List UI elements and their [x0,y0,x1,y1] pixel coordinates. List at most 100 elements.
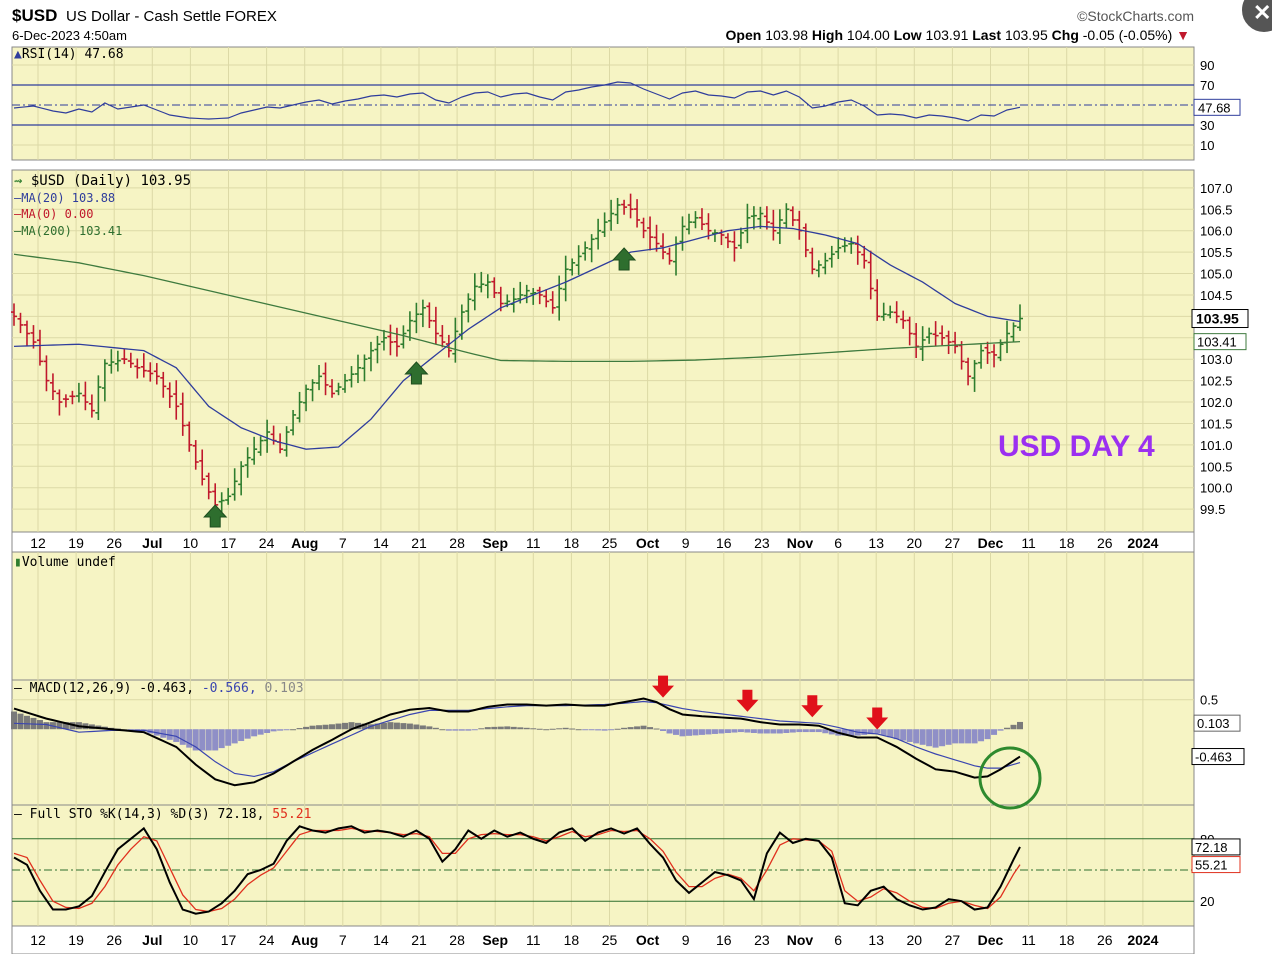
x-tick-label: 25 [602,932,618,948]
price-tick-label: 105.5 [1200,245,1233,260]
macd-histogram-bar [621,727,628,730]
macd-histogram-bar [543,729,550,731]
price-bar [439,325,446,348]
x-tick-label: Jul [142,535,162,551]
x-tick-label: 12 [30,932,46,948]
volume-label-text: Volume undef [21,555,116,570]
macd-histogram-bar [536,728,543,730]
x-tick-label: 9 [682,535,690,551]
macd-histogram-bar [634,726,641,730]
up-arrow-icon [203,504,228,528]
macd-histogram-bar [549,728,556,730]
price-bar [95,375,102,421]
x-tick-label: 13 [868,932,884,948]
price-bar [906,316,913,346]
macd-value-tag [1191,748,1245,766]
macd-histogram-bar [283,729,290,731]
sto-tick-label: 20 [1200,894,1214,909]
macd-histogram-bar [861,729,868,735]
price-bar [354,354,361,384]
rsi-value-tag-text: 47.68 [1198,100,1231,115]
x-tick-label: 17 [221,932,237,948]
last-value: 103.95 [1004,27,1048,43]
x-tick-label: Dec [978,932,1004,948]
price-bar [225,487,232,505]
price-bar [744,203,751,244]
price-bar [815,260,822,278]
price-bar [971,360,978,392]
macd-histogram-bar [264,729,271,734]
macd-histogram-bar [186,729,193,748]
price-bar [348,366,355,388]
macd-histogram-bar [984,729,991,740]
price-bar [530,288,537,305]
open-value: 103.98 [765,27,809,43]
price-bar [874,279,881,321]
x-tick-label: Sep [482,932,508,948]
macd-histogram-bar [387,722,394,730]
price-bar [932,321,939,347]
ma0-legend: —MA(0) 0.00 [14,207,94,221]
brand-label[interactable]: ©StockCharts.com [1077,8,1194,24]
macd-histogram-bar [179,729,186,745]
price-bar [283,426,290,457]
price-bar [582,241,589,261]
price-bar [523,284,530,304]
macd-histogram-bar [711,729,718,734]
macd-histogram-bar [11,711,17,730]
price-bar [653,224,660,252]
x-tick-label: Nov [787,535,814,551]
x-tick-label: 13 [868,535,884,551]
price-bar [367,341,374,372]
macd-signal-value: -0.566, [201,681,257,696]
ma200-line [13,253,1021,363]
up-arrow-icon [611,247,637,271]
price-bar [11,303,17,326]
macd-histogram-bar [647,727,654,730]
x-tick-label: 20 [907,535,923,551]
price-bar [952,331,959,354]
macd-histogram-bar [698,729,705,735]
price-bar [640,217,647,239]
macd-histogram-bar [763,729,770,734]
price-bar [413,302,420,334]
macd-signal-line [13,700,1021,778]
price-bar [549,291,556,314]
macd-histogram-bar [419,725,426,730]
price-bar [958,341,965,370]
symbol: $USD [12,6,58,25]
macd-hist-value: 0.103 [264,681,304,696]
price-bar [763,206,770,230]
price-bar [380,329,387,351]
price-bar [36,329,43,366]
up-arrow-icon [404,361,429,385]
price-tick-label: 106.0 [1200,224,1233,239]
sto-label-text: Full STO %K(14,3) %D(3) 72.18, [29,807,265,822]
x-tick-label: Dec [978,535,1004,551]
price-bar [919,326,926,362]
macd-histogram-bar [478,728,485,730]
macd-histogram-bar [660,729,667,731]
price-bar [861,245,868,269]
x-tick-label: 16 [716,535,732,551]
price-bar [757,206,764,229]
x-tick-label: 2024 [1127,932,1158,948]
macd-histogram-bar [776,729,783,734]
ma0-legend-text: MA(0) 0.00 [21,207,94,221]
macd-histogram-bar [530,728,537,730]
macd-histogram-bar [737,729,744,733]
price-bar [322,362,329,396]
macd-histogram-bar [640,725,647,730]
macd-histogram-bar [1010,724,1017,730]
x-tick-label: 14 [373,932,389,948]
price-label-text: $USD (Daily) 103.95 [30,173,192,189]
price-bar [835,237,842,259]
price-tick-label: 101.5 [1200,416,1233,431]
price-bar [56,389,63,416]
macd-histogram-bar [978,729,985,742]
ma20-legend-text: MA(20) 103.88 [21,191,116,205]
price-bar [316,365,323,391]
price-bar [991,344,998,368]
price-bar [809,247,816,275]
macd-histogram-bar [1017,721,1023,730]
